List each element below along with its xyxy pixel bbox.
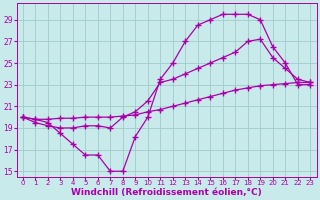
- X-axis label: Windchill (Refroidissement éolien,°C): Windchill (Refroidissement éolien,°C): [71, 188, 262, 197]
